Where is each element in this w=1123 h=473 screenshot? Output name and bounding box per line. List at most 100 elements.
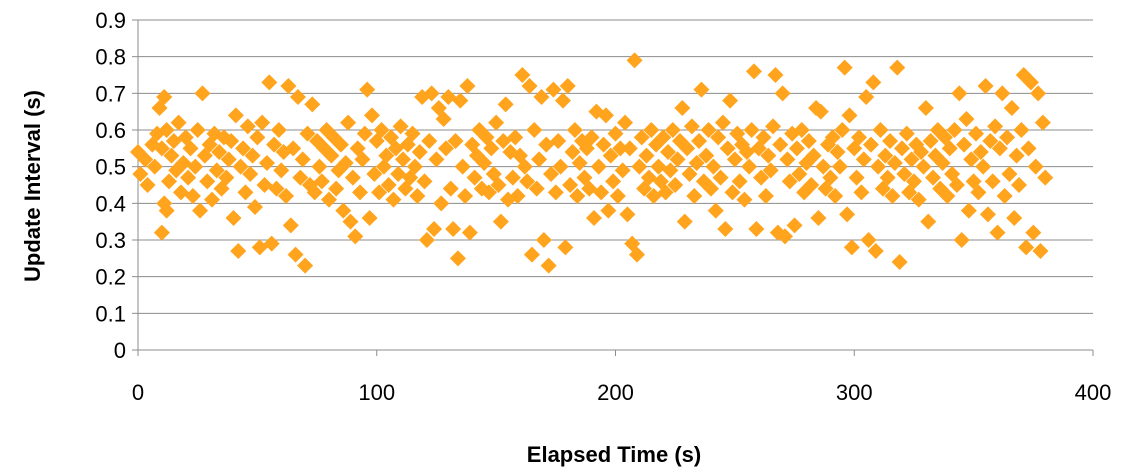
data-point [304, 96, 321, 113]
data-point [158, 122, 175, 138]
data-point [278, 188, 295, 204]
x-tick-label: 100 [358, 380, 395, 405]
data-point [698, 147, 715, 164]
data-point [867, 243, 884, 259]
data-point [688, 155, 705, 171]
data-point [476, 155, 493, 171]
data-point [662, 162, 679, 179]
data-point [292, 169, 309, 186]
data-point [239, 118, 256, 135]
data-point [256, 177, 273, 193]
data-point [1037, 169, 1054, 186]
data-point [137, 151, 154, 168]
data-point [361, 210, 378, 226]
data-point [268, 180, 285, 197]
data-point [1008, 147, 1025, 164]
data-point [299, 125, 316, 142]
data-point [968, 125, 985, 142]
data-point [891, 254, 908, 270]
data-point [757, 188, 774, 204]
data-point [514, 67, 531, 83]
data-point [244, 147, 261, 164]
data-point [385, 191, 402, 208]
data-point [772, 136, 789, 153]
data-point [894, 140, 910, 157]
data-point [235, 140, 252, 157]
data-point [953, 232, 970, 248]
data-point [660, 144, 677, 160]
data-point [1013, 122, 1030, 138]
data-point [533, 89, 550, 105]
data-point [996, 188, 1013, 204]
data-point [836, 59, 853, 76]
data-point [877, 147, 894, 164]
data-point [180, 169, 197, 186]
data-point [550, 133, 567, 149]
data-point [915, 158, 932, 175]
y-tick-label: 0.6 [95, 118, 126, 143]
data-point [220, 151, 237, 168]
data-point [282, 217, 299, 234]
data-point [667, 177, 684, 193]
data-point [707, 202, 724, 219]
data-point [404, 125, 421, 142]
data-point [437, 140, 454, 157]
data-point [712, 169, 729, 186]
data-point [903, 151, 920, 168]
data-point [545, 81, 562, 98]
data-point [306, 184, 323, 201]
data-point [779, 151, 796, 168]
data-point [726, 151, 743, 168]
data-point [791, 166, 808, 182]
data-point [934, 155, 951, 171]
y-tick-label: 0.9 [95, 8, 126, 33]
data-point [554, 92, 571, 109]
data-point [767, 67, 784, 83]
data-points [130, 52, 1054, 274]
data-point [375, 158, 392, 175]
data-point [650, 158, 667, 175]
data-point [605, 173, 622, 190]
data-point [323, 147, 340, 164]
data-point [535, 232, 552, 248]
data-point [340, 114, 357, 131]
y-tick-label: 0.2 [95, 265, 126, 290]
data-point [426, 221, 443, 237]
y-tick-labels: 0 0.1 0.2 0.3 0.4 0.5 0.6 0.7 0.8 0.9 [95, 8, 126, 363]
data-point [815, 158, 832, 175]
data-point [194, 85, 211, 102]
data-point [679, 140, 696, 157]
data-point [1022, 74, 1039, 91]
data-point [905, 173, 922, 190]
data-point [862, 136, 879, 153]
data-point [332, 136, 349, 153]
data-point [889, 59, 906, 76]
data-point [273, 162, 290, 179]
data-point [552, 158, 569, 175]
data-point [1018, 239, 1035, 256]
data-point [827, 188, 844, 204]
y-tick-label: 0.3 [95, 228, 126, 253]
data-point [851, 129, 868, 146]
data-point [590, 158, 607, 175]
data-point [657, 184, 674, 201]
data-point [251, 239, 268, 256]
data-point [941, 140, 958, 157]
data-point [681, 166, 698, 182]
data-point [972, 144, 989, 160]
data-point [559, 78, 576, 94]
data-point [562, 177, 579, 193]
x-tick-label: 400 [1075, 380, 1112, 405]
data-point [674, 100, 691, 116]
x-tick-label: 0 [132, 380, 144, 405]
data-point [626, 52, 643, 69]
data-point [390, 166, 407, 182]
data-point [812, 103, 829, 120]
data-point [824, 129, 841, 146]
axes [132, 19, 1094, 356]
data-point [731, 173, 748, 190]
data-point [523, 246, 540, 263]
data-point [999, 129, 1016, 146]
data-point [378, 147, 395, 164]
data-point [822, 169, 839, 186]
